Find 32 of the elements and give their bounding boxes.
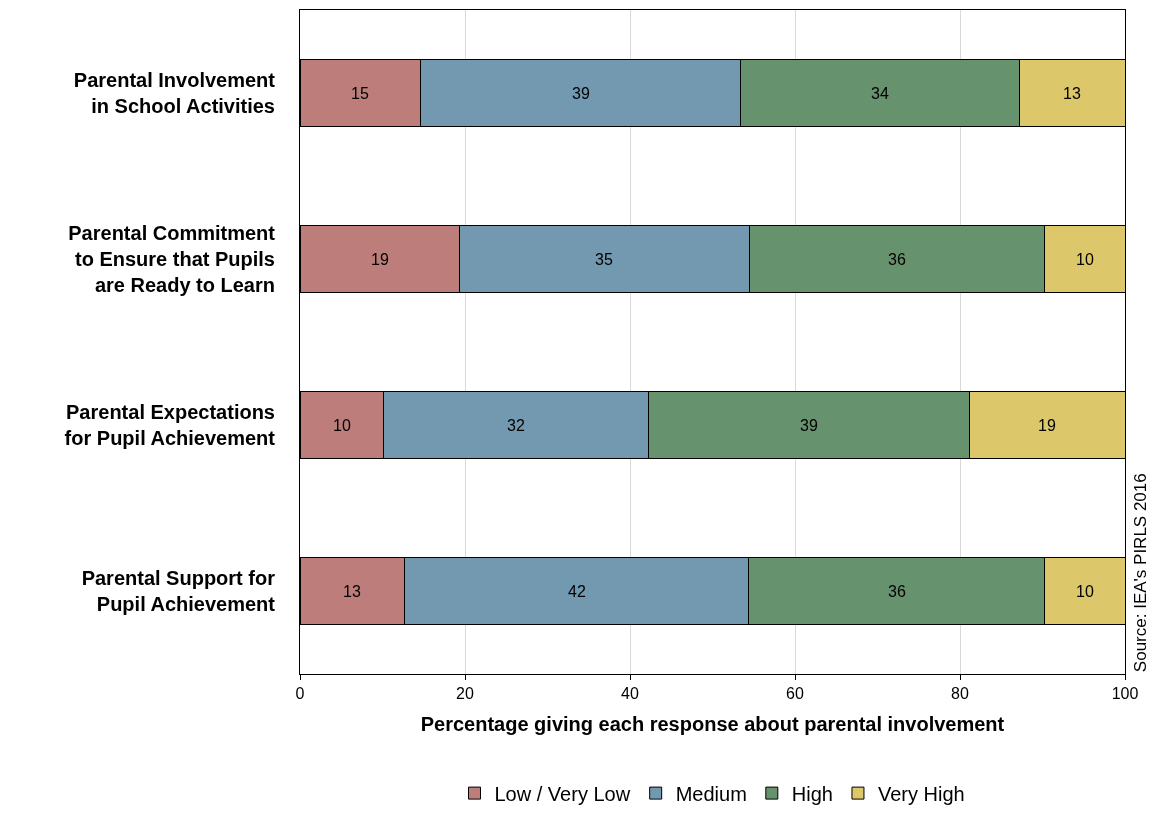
legend-label: Very High [877,782,965,805]
data-label: 10 [1076,251,1094,268]
data-label: 32 [507,417,525,434]
data-label: 13 [343,583,361,600]
data-label: 10 [333,417,351,434]
legend-label: Low / Very Low [494,782,631,805]
x-tick-label: 0 [295,685,305,703]
y-tick-label: Parental Expectations for Pupil Achievement [64,401,276,449]
data-label: 39 [800,417,818,434]
legend-label: Medium [675,782,747,805]
data-label: 19 [371,251,389,268]
x-tick-label: 100 [1111,685,1139,703]
x-tick-label: 60 [786,685,804,703]
data-label: 36 [888,251,906,268]
x-axis-title: Percentage giving each response about parental involvement [420,712,1005,735]
y-tick-label: Parental Support for Pupil Achievement [81,567,276,615]
data-label: 15 [351,85,369,102]
data-label: 36 [888,583,906,600]
data-label: 35 [595,251,613,268]
y-tick-label: Parental Involvement in School Activities [73,69,276,117]
x-tick-label: 80 [951,685,969,703]
data-label: 19 [1038,417,1056,434]
x-tick-label: 40 [621,685,639,703]
y-tick-label: Parental Commitment to Ensure that Pupils are Ready to Learn [68,222,276,296]
x-tick-label: 20 [456,685,474,703]
data-label: 39 [572,85,590,102]
data-label: 13 [1063,85,1081,102]
data-label: 34 [871,85,889,102]
source-note: Source: IEA's PIRLS 2016 [1131,473,1151,673]
data-label: 10 [1076,583,1094,600]
data-label: 42 [568,583,586,600]
legend-label: High [791,782,833,805]
